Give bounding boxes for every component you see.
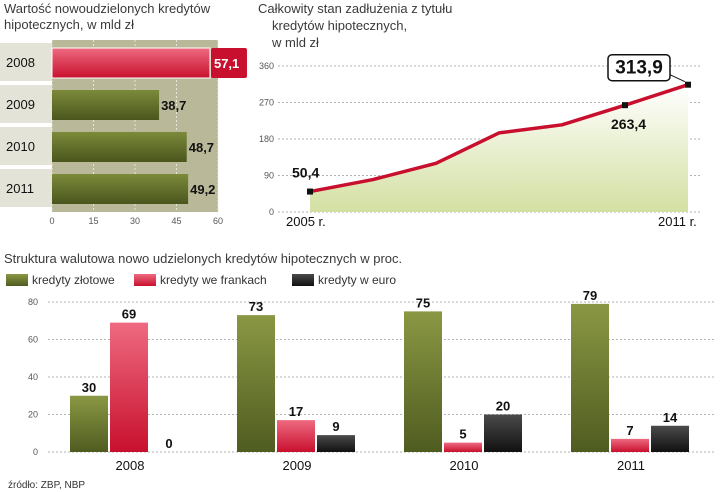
new-loans-category-bg bbox=[0, 169, 52, 207]
currency-value-label: 5 bbox=[459, 427, 466, 442]
new-loans-x-tick-label: 60 bbox=[213, 216, 223, 226]
currency-value-label: 14 bbox=[663, 410, 678, 425]
total-debt-annotation-label: 313,9 bbox=[615, 58, 663, 79]
total-debt-callout-box bbox=[607, 53, 671, 82]
currency-value-label: 75 bbox=[416, 295, 430, 310]
new-loans-bar bbox=[52, 174, 189, 204]
currency-bar bbox=[611, 438, 649, 452]
total-debt-y-tick-label: 360 bbox=[259, 61, 274, 71]
currency-structure-chart: Struktura walutowa nowo udzielonych kred… bbox=[4, 251, 716, 473]
currency-value-label: 17 bbox=[289, 404, 303, 419]
new-loans-x-tick-label: 0 bbox=[49, 216, 54, 226]
currency-bar bbox=[571, 303, 609, 452]
new-loans-category-bg bbox=[0, 85, 52, 123]
new-loans-bar bbox=[51, 47, 211, 79]
currency-value-label: 0 bbox=[165, 436, 172, 451]
total-debt-annotation-label: 50,4 bbox=[292, 165, 319, 181]
currency-category-label: 2008 bbox=[116, 458, 145, 473]
currency-y-tick-label: 0 bbox=[33, 447, 38, 457]
legend-label-eur: kredyty w euro bbox=[318, 273, 396, 287]
currency-y-tick-label: 20 bbox=[28, 410, 38, 420]
new-loans-plot: 2008 2009 2010 2011 0 15 30 45 60 57,1 38,7 48,7 49,… bbox=[0, 40, 247, 226]
currency-bar bbox=[237, 315, 275, 452]
total-debt-y-tick-label: 270 bbox=[259, 98, 274, 108]
total-debt-y-tick-label: 0 bbox=[269, 207, 274, 217]
total-debt-callout-pointer bbox=[669, 74, 686, 83]
currency-category-label: 2009 bbox=[283, 458, 312, 473]
currency-y-tick-label: 80 bbox=[28, 297, 38, 307]
new-loans-value-label: 57,1 bbox=[214, 56, 239, 71]
new-loans-x-tick-label: 45 bbox=[171, 216, 181, 226]
total-debt-title-line-3: w mld zł bbox=[271, 35, 319, 50]
total-debt-x-label-end: 2011 r. bbox=[658, 214, 697, 229]
total-debt-marker bbox=[622, 102, 628, 109]
new-loans-chart: Wartość nowoudzielonych kredytów hipotec… bbox=[0, 1, 247, 226]
currency-value-label: 20 bbox=[496, 399, 510, 414]
total-debt-y-tick-label: 180 bbox=[259, 134, 274, 144]
total-debt-marker bbox=[685, 81, 691, 88]
currency-bar bbox=[404, 311, 442, 452]
currency-bar bbox=[317, 435, 355, 452]
new-loans-value-highlight-box bbox=[210, 48, 247, 78]
currency-bar bbox=[110, 322, 148, 452]
total-debt-title-line-1: Całkowity stan zadłużenia z tytułu bbox=[258, 1, 452, 16]
total-debt-marker bbox=[307, 188, 313, 195]
currency-bar bbox=[484, 414, 522, 452]
source-note: źródło: ZBP, NBP bbox=[8, 480, 85, 491]
new-loans-value-label: 38,7 bbox=[161, 98, 186, 113]
new-loans-bar bbox=[52, 132, 187, 162]
total-debt-chart: Całkowity stan zadłużenia z tytułu kredy… bbox=[258, 1, 702, 229]
new-loans-title-line-1: Wartość nowoudzielonych kredytów bbox=[4, 1, 211, 16]
total-debt-x-label-start: 2005 r. bbox=[286, 214, 326, 229]
legend: kredyty złotowe kredyty we frankach kred… bbox=[6, 273, 396, 287]
total-debt-y-tick-label: 90 bbox=[264, 171, 274, 181]
currency-value-label: 9 bbox=[332, 419, 339, 434]
currency-structure-title: Struktura walutowa nowo udzielonych kred… bbox=[4, 251, 402, 266]
currency-value-label: 7 bbox=[626, 423, 633, 438]
new-loans-category-bg bbox=[0, 43, 52, 81]
currency-value-label: 30 bbox=[82, 380, 96, 395]
legend-swatch-pln bbox=[6, 274, 28, 286]
new-loans-category-label: 2008 bbox=[6, 55, 35, 70]
legend-label-chf: kredyty we frankach bbox=[160, 273, 267, 287]
new-loans-bar bbox=[52, 90, 160, 120]
currency-y-tick-label: 60 bbox=[28, 335, 38, 345]
currency-bar bbox=[651, 425, 689, 452]
currency-structure-plot: 0 20 40 60 80 30 69 0 2008 73 17 9 2009 75 5 20 2010 79 7 1… bbox=[28, 288, 716, 473]
new-loans-value-label: 49,2 bbox=[190, 182, 215, 197]
legend-label-pln: kredyty złotowe bbox=[32, 273, 115, 287]
new-loans-category-label: 2011 bbox=[6, 181, 34, 196]
total-debt-annotation-label: 263,4 bbox=[611, 116, 646, 132]
currency-value-label: 73 bbox=[249, 299, 263, 314]
new-loans-x-tick-label: 30 bbox=[130, 216, 140, 226]
total-debt-title-line-2: kredytów hipotecznych, bbox=[272, 18, 407, 33]
new-loans-category-bg bbox=[0, 127, 52, 165]
currency-bar bbox=[444, 442, 482, 452]
new-loans-category-label: 2010 bbox=[6, 139, 35, 154]
currency-bar bbox=[70, 395, 108, 452]
currency-y-tick-label: 40 bbox=[28, 372, 38, 382]
currency-category-label: 2011 bbox=[617, 458, 645, 473]
legend-swatch-eur bbox=[292, 274, 314, 286]
new-loans-category-label: 2009 bbox=[6, 97, 35, 112]
currency-value-label: 79 bbox=[583, 288, 597, 303]
new-loans-x-tick-label: 15 bbox=[88, 216, 98, 226]
total-debt-plot: 0 90 180 270 360 50,4 263,4 313,9 2005 r. 2011 r. bbox=[259, 53, 702, 229]
new-loans-title-line-2: hipotecznych, w mld zł bbox=[4, 17, 134, 32]
currency-category-label: 2010 bbox=[450, 458, 479, 473]
new-loans-value-label: 48,7 bbox=[189, 140, 214, 155]
legend-swatch-chf bbox=[134, 274, 156, 286]
currency-bar bbox=[277, 420, 315, 452]
currency-value-label: 69 bbox=[122, 307, 136, 322]
